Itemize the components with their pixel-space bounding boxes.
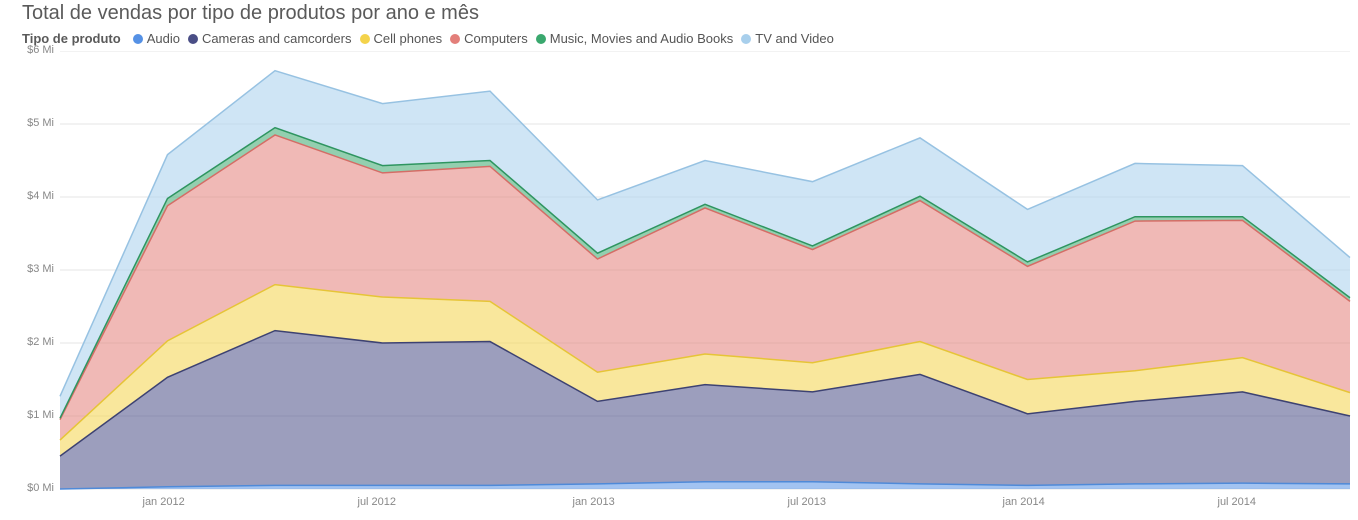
legend-label: Audio <box>147 31 180 46</box>
legend-label: Cameras and camcorders <box>202 31 352 46</box>
legend-item[interactable]: Music, Movies and Audio Books <box>536 31 734 46</box>
chart-title: Total de vendas por tipo de produtos por… <box>0 0 1358 31</box>
legend-label: Cell phones <box>374 31 443 46</box>
x-axis-label: jul 2012 <box>358 496 397 508</box>
legend-label: Music, Movies and Audio Books <box>550 31 734 46</box>
legend-item[interactable]: TV and Video <box>741 31 834 46</box>
chart-legend: Tipo de produto AudioCameras and camcord… <box>0 31 1358 51</box>
y-axis-label: $2 Mi <box>27 336 54 348</box>
chart-area: $0 Mi$1 Mi$2 Mi$3 Mi$4 Mi$5 Mi$6 Mijan 2… <box>0 51 1358 509</box>
legend-swatch-icon <box>450 34 460 44</box>
legend-swatch-icon <box>188 34 198 44</box>
legend-item[interactable]: Cell phones <box>360 31 443 46</box>
legend-item[interactable]: Audio <box>133 31 180 46</box>
y-axis-label: $5 Mi <box>27 117 54 129</box>
legend-label: Computers <box>464 31 528 46</box>
y-axis-label: $6 Mi <box>27 44 54 56</box>
legend-swatch-icon <box>360 34 370 44</box>
y-axis-label: $4 Mi <box>27 190 54 202</box>
legend-swatch-icon <box>536 34 546 44</box>
legend-label: TV and Video <box>755 31 834 46</box>
x-axis-label: jan 2014 <box>1003 496 1045 508</box>
x-axis-label: jul 2013 <box>788 496 827 508</box>
y-axis-label: $1 Mi <box>27 409 54 421</box>
legend-swatch-icon <box>741 34 751 44</box>
x-axis-label: jul 2014 <box>1218 496 1257 508</box>
y-axis-label: $0 Mi <box>27 482 54 494</box>
legend-item[interactable]: Cameras and camcorders <box>188 31 352 46</box>
x-axis-label: jan 2012 <box>143 496 185 508</box>
legend-swatch-icon <box>133 34 143 44</box>
legend-item[interactable]: Computers <box>450 31 528 46</box>
x-axis-label: jan 2013 <box>573 496 615 508</box>
y-axis-label: $3 Mi <box>27 263 54 275</box>
